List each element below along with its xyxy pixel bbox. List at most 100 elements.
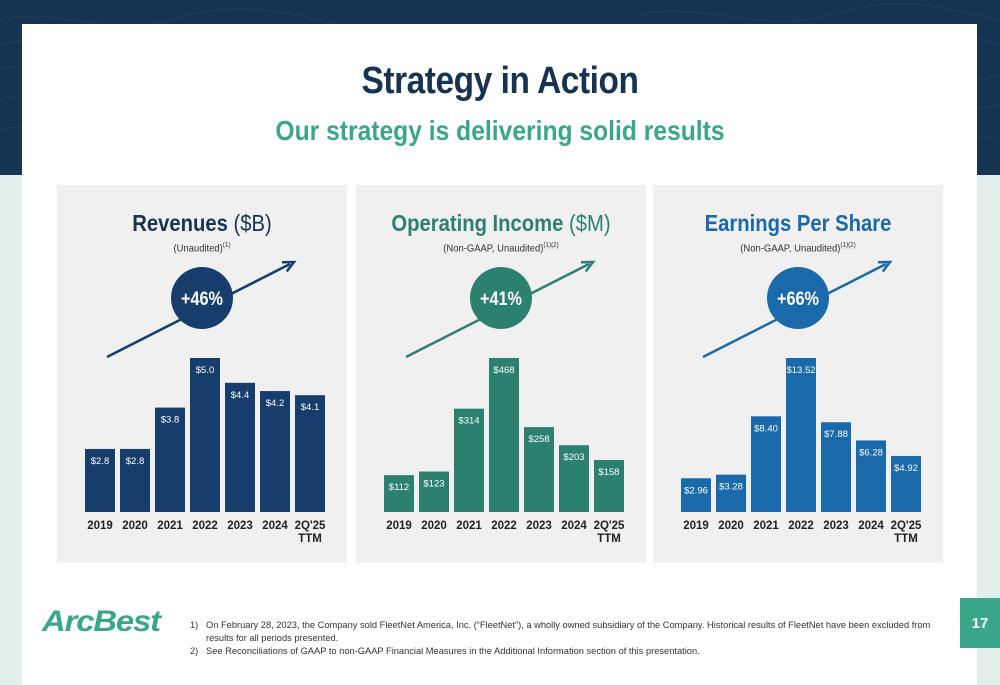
revenues-tick-label-4: 2023 — [227, 520, 253, 532]
eps-tick-label-0: 2019 — [683, 520, 709, 532]
revenues-data-label-2: $3.8 — [161, 415, 180, 426]
operating-income-bar-0 — [384, 475, 414, 512]
revenues-bar-5 — [260, 391, 290, 512]
revenues-chart: +46% $2.8 2019 $2.8 2020 $3.8 2021 $5.0 2022 $4.4… — [85, 260, 326, 545]
revenues-tick-label-6-line2: TTM — [298, 533, 322, 545]
operating-income-bar-3 — [489, 358, 519, 512]
eps-bar-0 — [681, 478, 711, 512]
revenues-tick-label-3: 2022 — [192, 520, 218, 532]
revenues-growth-circle — [171, 267, 233, 329]
revenues-data-label-0: $2.8 — [91, 456, 110, 467]
operating-income-title-unit: ($M) — [569, 210, 611, 236]
operating-income-data-label-2: $314 — [458, 416, 479, 427]
revenues-title: Revenues ($B) — [74, 210, 329, 237]
eps-growth-circle — [767, 267, 829, 329]
revenues-data-label-4: $4.4 — [231, 390, 250, 401]
eps-note-text: (Non-GAAP, Unaudited) — [740, 242, 841, 255]
eps-panel: Earnings Per Share (Non-GAAP, Unaudited)… — [653, 185, 943, 563]
operating-income-tick-label-6-line2: TTM — [597, 533, 621, 545]
revenues-bar-1 — [120, 448, 150, 512]
eps-data-label-2: $8.40 — [754, 423, 778, 434]
revenues-note-sup: (1) — [222, 242, 231, 249]
eps-bar-1 — [716, 474, 746, 512]
eps-bar-2 — [751, 416, 781, 512]
logo-text: ArcBest — [41, 605, 163, 638]
footnote-1-text: On February 28, 2023, the Company sold F… — [206, 620, 931, 643]
revenues-bar-0 — [85, 448, 115, 512]
operating-income-growth-circle — [470, 267, 532, 329]
eps-data-label-4: $7.88 — [824, 429, 848, 440]
revenues-tick-label-5: 2024 — [262, 520, 288, 532]
footnote-1: 1) On February 28, 2023, the Company sol… — [190, 619, 950, 645]
operating-income-tick-label-2: 2021 — [456, 520, 482, 532]
operating-income-bar-6 — [594, 460, 624, 512]
revenues-bar-6 — [295, 395, 325, 512]
footnote-2: 2) See Reconciliations of GAAP to non-GA… — [190, 645, 950, 658]
eps-bar-3 — [786, 358, 816, 512]
eps-data-label-3: $13.52 — [786, 365, 815, 376]
operating-income-tick-label-4: 2023 — [526, 520, 552, 532]
operating-income-tick-label-5: 2024 — [561, 520, 587, 532]
operating-income-tick-label-1: 2020 — [421, 520, 447, 532]
page-title: Strategy in Action — [361, 60, 639, 102]
operating-income-tick-label-0: 2019 — [386, 520, 412, 532]
operating-income-data-label-4: $258 — [528, 434, 549, 445]
operating-income-note: (Non-GAAP, Unaudited)(1)(2) — [371, 242, 632, 255]
eps-data-label-1: $3.28 — [719, 482, 743, 493]
operating-income-note-sup: (1)(2) — [543, 242, 559, 249]
operating-income-tick-label-6: 2Q'25 — [594, 520, 625, 532]
eps-tick-label-6-line2: TTM — [894, 533, 918, 545]
arcbest-logo: ArcBest — [41, 605, 164, 638]
revenues-bar-3 — [190, 358, 220, 512]
revenues-data-label-5: $4.2 — [266, 398, 285, 409]
revenues-data-label-3: $5.0 — [196, 365, 215, 376]
operating-income-note-text: (Non-GAAP, Unaudited) — [443, 242, 544, 255]
operating-income-growth-label: +41% — [480, 289, 522, 310]
revenues-tick-label-1: 2020 — [122, 520, 148, 532]
revenues-tick-label-6: 2Q'25 — [295, 520, 326, 532]
eps-title: Earnings Per Share — [670, 210, 925, 237]
eps-data-label-0: $2.96 — [684, 485, 708, 496]
operating-income-panel: Operating Income ($M) (Non-GAAP, Unaudit… — [356, 185, 646, 563]
operating-income-data-label-1: $123 — [423, 479, 444, 490]
revenues-data-label-1: $2.8 — [126, 456, 145, 467]
revenues-bar-4 — [225, 382, 255, 512]
eps-note-sup: (1)(2) — [840, 242, 856, 249]
eps-tick-label-1: 2020 — [718, 520, 744, 532]
revenues-note-text: (Unaudited) — [173, 242, 223, 255]
operating-income-tick-label-3: 2022 — [491, 520, 517, 532]
eps-bar-4 — [821, 422, 851, 512]
revenues-panel: Revenues ($B) (Unaudited)(1) +46% $2.8 201… — [57, 185, 347, 563]
revenues-bar-2 — [155, 407, 185, 512]
eps-growth-arrow-head — [877, 260, 893, 273]
eps-bar-6 — [891, 455, 921, 512]
footnote-2-number: 2) — [190, 646, 199, 656]
revenues-data-label-6: $4.1 — [301, 402, 320, 413]
eps-chart: +66% $2.96 2019 $3.28 2020 $8.40 2021 $13.52 202… — [681, 260, 922, 545]
revenues-growth-arrow-head — [281, 260, 297, 273]
operating-income-chart: +41% $112 2019 $123 2020 $314 2021 $468 2022 $258… — [384, 260, 625, 545]
revenues-tick-label-2: 2021 — [157, 520, 183, 532]
eps-title-text: Earnings Per Share — [704, 210, 892, 236]
operating-income-bar-4 — [524, 427, 554, 512]
eps-note: (Non-GAAP, Unaudited)(1)(2) — [668, 242, 929, 255]
eps-data-label-5: $6.28 — [859, 447, 883, 458]
operating-income-data-label-3: $468 — [493, 365, 514, 376]
operating-income-data-label-6: $158 — [598, 467, 619, 478]
revenues-growth-label: +46% — [181, 289, 223, 310]
footnote-2-text: See Reconciliations of GAAP to non-GAAP … — [206, 646, 700, 656]
footnote-1-number: 1) — [190, 620, 199, 630]
eps-bar-5 — [856, 440, 886, 512]
operating-income-data-label-5: $203 — [563, 452, 584, 463]
eps-data-label-6: $4.92 — [894, 463, 918, 474]
operating-income-bar-5 — [559, 445, 589, 512]
eps-growth-label: +66% — [777, 289, 819, 310]
eps-tick-label-2: 2021 — [753, 520, 779, 532]
operating-income-bar-2 — [454, 408, 484, 512]
eps-tick-label-3: 2022 — [788, 520, 814, 532]
operating-income-data-label-0: $112 — [389, 482, 409, 493]
page-subtitle: Our strategy is delivering solid results — [275, 115, 725, 146]
revenues-title-text: Revenues — [132, 210, 228, 236]
page-number: 17 — [960, 598, 1000, 648]
eps-tick-label-4: 2023 — [823, 520, 849, 532]
